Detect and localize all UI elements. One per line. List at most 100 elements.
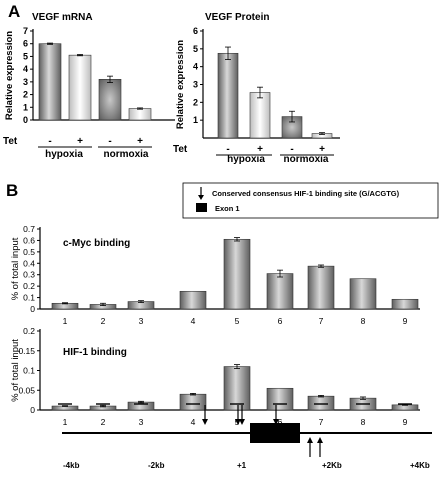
tet-value-2: +	[257, 144, 263, 155]
legend-arrow-text: Conserved consensus HIF-1 binding site (…	[212, 189, 400, 198]
bar-5	[223, 238, 251, 310]
kb-label-minus2: -2kb	[148, 461, 165, 470]
error-bar-7	[318, 264, 324, 268]
chart-cmyc-binding: c-Myc binding 00.1 0.20.3 0.40.5 0.60.7% of …	[10, 224, 420, 326]
x-tick-label-8: 8	[361, 417, 366, 427]
chart-vegf-mrna: VEGF mRNA 0 1 2 3 4 5 6 7 Relative expression Tet -…	[3, 12, 175, 160]
promoter-map: -4kb -2kb +1 +2Kb +4Kb	[58, 403, 432, 470]
hif1-site-arrows	[202, 405, 323, 457]
error-bar-1	[225, 46, 231, 60]
y-tick-label: 2	[23, 90, 28, 100]
x-tick-label-1: 1	[63, 316, 68, 326]
x-tick-label-2: 2	[101, 417, 106, 427]
x-tick-label-7: 7	[319, 417, 324, 427]
kb-label-plus1: +1	[237, 461, 247, 470]
bar-4	[179, 290, 207, 310]
error-bar-8	[360, 396, 366, 400]
x-tick-label-9: 9	[403, 417, 408, 427]
x-tick-label-6: 6	[278, 316, 283, 326]
tet-value-3: -	[108, 136, 111, 147]
site-arrow-icon	[273, 405, 279, 425]
kb-label-plus4: +4Kb	[410, 461, 430, 470]
chart-hif1-binding: HIF-1 binding 0 0.05 0.1 0.15 0.2% of total i…	[10, 326, 420, 427]
site-arrow-icon	[307, 437, 313, 457]
legend-exon-text: Exon 1	[215, 204, 240, 213]
group-label-normoxia: normoxia	[283, 154, 328, 165]
y-axis-label: % of total input	[10, 339, 21, 402]
error-bar-5	[234, 364, 240, 369]
error-bar-4	[319, 132, 325, 135]
tet-value-4: +	[319, 144, 325, 155]
site-arrow-icon	[239, 405, 245, 425]
bar-4	[179, 393, 207, 411]
y-tick-label: 6	[23, 39, 28, 49]
y-tick-label: 0	[23, 115, 28, 125]
chart-vegf-protein: VEGF Protein 1 2 3 4 5 6 Relative expression Tet…	[173, 12, 340, 165]
panel-label-a: A	[8, 2, 20, 21]
tet-value-1: -	[226, 144, 229, 155]
group-label-hypoxia: hypoxia	[227, 154, 265, 165]
y-tick-label: 5	[193, 44, 198, 54]
bar-8	[349, 278, 377, 310]
x-tick-label-1: 1	[63, 417, 68, 427]
x-tick-label-9: 9	[403, 316, 408, 326]
x-tick-label-3: 3	[139, 417, 144, 427]
y-tick-label: 3	[23, 77, 28, 87]
y-tick-label: 1	[193, 115, 198, 125]
error-bar-7	[318, 394, 324, 398]
y-tick-label: 0.15	[18, 346, 35, 356]
site-arrow-icon	[235, 405, 241, 425]
y-tick-label: 6	[193, 26, 198, 36]
error-bar-5	[234, 237, 240, 242]
bar-2	[249, 92, 271, 139]
tet-value-2: +	[77, 136, 83, 147]
error-bar-4	[190, 393, 196, 396]
x-tick-label-4: 4	[191, 316, 196, 326]
x-tick-label-4: 4	[191, 417, 196, 427]
error-bar-2	[100, 302, 106, 306]
chart-title: c-Myc binding	[63, 238, 130, 249]
error-bar-2	[100, 404, 106, 408]
bar-4	[128, 108, 152, 121]
x-tick-label-7: 7	[319, 316, 324, 326]
site-arrow-icon	[202, 405, 208, 425]
y-tick-label: 0.1	[23, 293, 35, 303]
bar-3	[98, 79, 122, 121]
y-tick-label: 0	[30, 405, 35, 415]
y-tick-label: 0.7	[23, 224, 35, 234]
legend-exon-swatch	[196, 203, 207, 212]
error-bar-1	[62, 405, 68, 407]
y-tick-label: 0	[30, 304, 35, 314]
y-axis-label: Relative expression	[4, 31, 15, 120]
y-tick-label: 0.6	[23, 235, 35, 245]
y-tick-label: 1	[23, 102, 28, 112]
y-tick-label: 0.1	[23, 366, 35, 376]
error-bar-6	[277, 269, 283, 278]
y-tick-label: 0.2	[23, 326, 35, 336]
tet-row-label: Tet	[173, 144, 188, 155]
y-tick-label: 4	[23, 64, 28, 74]
legend-box	[182, 182, 439, 219]
chart-title: VEGF Protein	[205, 12, 269, 23]
x-tick-label-2: 2	[101, 316, 106, 326]
bar-7	[307, 395, 335, 411]
y-tick-label: 7	[23, 26, 28, 36]
y-tick-label: 5	[23, 51, 28, 61]
error-bar-3	[107, 75, 113, 83]
group-label-normoxia: normoxia	[103, 149, 148, 160]
tet-value-4: +	[137, 136, 143, 147]
exon-1-box	[250, 423, 300, 443]
group-label-hypoxia: hypoxia	[45, 149, 83, 160]
y-tick-label: 0.3	[23, 270, 35, 280]
error-bar-2	[257, 86, 263, 99]
y-tick-label: 2	[193, 97, 198, 107]
x-tick-label-8: 8	[361, 316, 366, 326]
site-arrow-icon	[317, 437, 323, 457]
bar-7	[307, 265, 335, 310]
tet-value-1: -	[48, 136, 51, 147]
chart-title: VEGF mRNA	[32, 12, 93, 23]
legend: Conserved consensus HIF-1 binding site (…	[182, 182, 439, 219]
error-bar-4	[137, 107, 143, 110]
panel-label-b: B	[6, 181, 18, 200]
